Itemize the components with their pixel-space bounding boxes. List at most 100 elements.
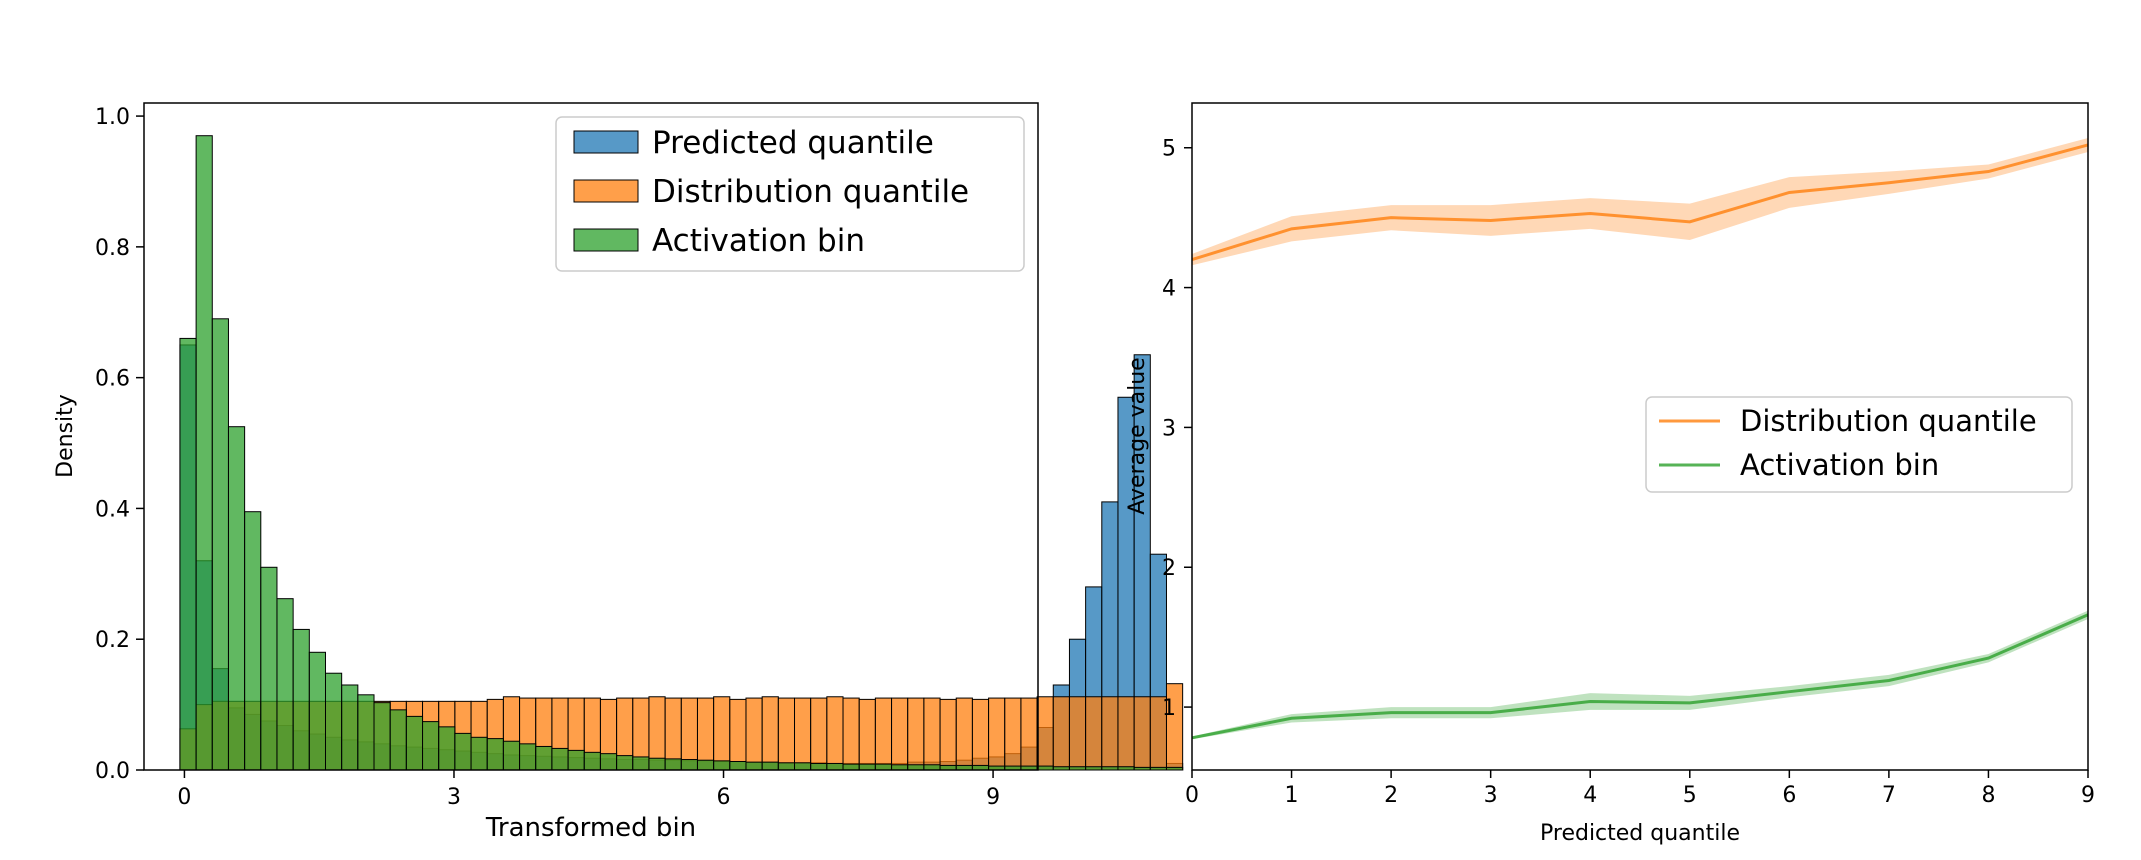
histogram-bar (325, 672, 343, 771)
histogram-bar (713, 696, 731, 771)
x-tick-label: 4 (1583, 783, 1597, 808)
histogram-bar (923, 764, 941, 771)
histogram-bar (583, 751, 601, 771)
histogram-bar (567, 749, 585, 771)
histogram-bar (680, 759, 698, 771)
histogram-bar (357, 694, 375, 771)
x-tick-label: 9 (986, 785, 1000, 810)
histogram-bar (988, 697, 1006, 771)
histogram-bar (874, 697, 893, 771)
legend-label-distribution-quantile: Distribution quantile (652, 174, 969, 210)
histogram-bar (454, 732, 472, 771)
x-tick-label: 8 (1981, 783, 1995, 808)
histogram-bar (777, 762, 796, 771)
histogram-x-ticks: 0 3 6 9 (177, 770, 1000, 810)
y-tick-label: 1 (1162, 696, 1176, 721)
histogram-bar (470, 736, 488, 771)
histogram-bar (405, 715, 424, 771)
histogram-bar (292, 628, 310, 771)
legend-label-activation-bin: Activation bin (652, 223, 865, 259)
confidence-band (1192, 137, 2088, 266)
y-tick-label: 0.0 (95, 759, 130, 784)
histogram-bar (616, 755, 634, 771)
histogram-bar (551, 747, 569, 771)
histogram-bar (422, 721, 440, 771)
y-tick-label: 4 (1162, 277, 1176, 302)
x-tick-label: 2 (1384, 783, 1398, 808)
line-legend: Distribution quantile Activation bin (1645, 396, 2073, 493)
histogram-bar (519, 743, 537, 771)
histogram-bar (599, 753, 618, 771)
histogram-bar (842, 763, 860, 771)
histogram-bar (1133, 766, 1151, 771)
histogram-bar (955, 697, 973, 771)
histogram-bar (761, 696, 779, 771)
histogram-bar (858, 698, 876, 771)
histogram-bar (1085, 696, 1103, 771)
x-tick-label: 3 (447, 785, 461, 810)
legend-swatch-distribution-quantile (573, 179, 639, 203)
histogram-bar (696, 697, 715, 771)
x-tick-label: 3 (1484, 783, 1498, 808)
histogram-bar (907, 697, 925, 771)
histogram-bars (179, 135, 1184, 771)
histogram-bar (276, 598, 294, 771)
x-tick-label: 9 (2081, 783, 2095, 808)
histogram-axes-frame (143, 102, 1039, 771)
histogram-bar (1101, 696, 1119, 771)
histogram-bar (227, 426, 246, 771)
histogram-bar (1004, 697, 1022, 771)
histogram-bar (1133, 696, 1151, 771)
y-tick-label: 2 (1162, 556, 1176, 581)
histogram-bar (1052, 766, 1070, 771)
histogram-bar (648, 757, 666, 771)
histogram-bar (777, 697, 796, 771)
x-tick-label: 7 (1882, 783, 1896, 808)
histogram-bar (745, 761, 763, 771)
histogram-series-activation-bin (179, 135, 1184, 771)
line-series-group (1191, 137, 2089, 740)
y-tick-label: 1.0 (95, 105, 130, 130)
histogram-bar (858, 763, 876, 771)
line-x-axis-label: Predicted quantile (1540, 821, 1740, 846)
line-panel: 0 1 2 3 4 5 6 7 8 9 1 2 3 4 5 Predicted quantile Aver… (1125, 102, 2095, 846)
x-tick-label: 0 (177, 785, 191, 810)
histogram-bar (891, 764, 909, 771)
histogram-bar (745, 697, 763, 771)
histogram-bar (438, 726, 456, 771)
histogram-bar (713, 760, 731, 771)
series-line (1191, 143, 2089, 262)
y-tick-label: 3 (1162, 416, 1176, 441)
histogram-bar (907, 764, 925, 771)
histogram-bar (810, 697, 828, 771)
histogram-bar (195, 135, 213, 771)
legend-label-activation-bin: Activation bin (1740, 448, 1939, 482)
histogram-bar (1020, 697, 1038, 771)
x-tick-label: 1 (1285, 783, 1299, 808)
y-tick-label: 0.6 (95, 367, 130, 392)
histogram-bar (1117, 766, 1135, 771)
histogram-bar (874, 763, 893, 771)
x-tick-label: 0 (1185, 783, 1199, 808)
histogram-bar (971, 698, 990, 771)
histogram-bar (664, 758, 682, 771)
histogram-bar (502, 740, 521, 771)
histogram-bar (260, 566, 278, 771)
x-tick-label: 5 (1683, 783, 1697, 808)
x-tick-label: 6 (717, 785, 731, 810)
histogram-bar (1068, 766, 1087, 771)
histogram-y-ticks: 0.0 0.2 0.4 0.6 0.8 1.0 (95, 105, 144, 784)
histogram-bar (729, 698, 747, 771)
y-tick-label: 0.8 (95, 236, 130, 261)
histogram-bar (842, 697, 860, 771)
y-tick-label: 0.4 (95, 497, 130, 522)
legend-swatch-predicted-quantile (573, 130, 639, 154)
line-series-activation-bin (1191, 610, 2089, 740)
histogram-bar (794, 762, 812, 771)
line-x-ticks: 0 1 2 3 4 5 6 7 8 9 (1185, 770, 2095, 808)
histogram-bar (308, 651, 326, 771)
line-y-axis-label: Average value (1125, 357, 1150, 514)
histogram-bar (1052, 696, 1070, 771)
legend-label-distribution-quantile: Distribution quantile (1740, 404, 2037, 438)
